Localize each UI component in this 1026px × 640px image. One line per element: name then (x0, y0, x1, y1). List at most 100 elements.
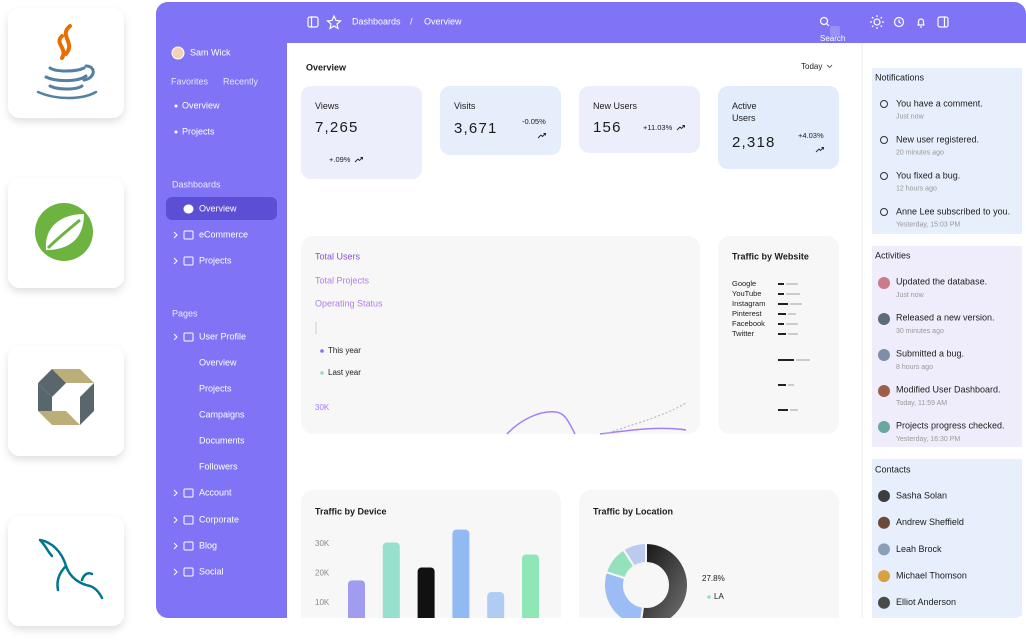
bar (348, 580, 365, 618)
site-bar (778, 359, 794, 361)
legend-dot (320, 371, 324, 375)
notif-time: 12 hours ago (896, 185, 937, 192)
nav-item[interactable]: Overview (199, 357, 237, 367)
contact-name[interactable]: Leah Brock (896, 544, 942, 554)
activity-time: 8 hours ago (896, 364, 933, 371)
notif-time: Yesterday, 15:03 PM (896, 221, 960, 228)
range-select[interactable]: Today (801, 62, 822, 71)
site-bar-rest (786, 323, 798, 325)
site-bar (778, 384, 786, 386)
nav-icon (183, 541, 194, 551)
chevron (173, 333, 178, 341)
donut-slice (639, 541, 689, 618)
y-tick-label: 10K (315, 598, 330, 607)
activity-text: Submitted a bug. (896, 348, 964, 358)
legend-dot (320, 349, 324, 353)
breadcrumb[interactable]: Dashboards (352, 16, 401, 26)
tab[interactable]: Recently (223, 76, 259, 86)
legend-entry: This year (328, 346, 361, 355)
chart-tab[interactable]: Total Users (315, 251, 361, 261)
site-bar-rest (790, 303, 802, 305)
notifications-panel (872, 68, 1022, 234)
bar (382, 542, 400, 618)
card-change: -0.05% (522, 117, 546, 126)
dashboard: Dashboards / Overview Search Sam Wick Favorit… (156, 2, 1026, 618)
site-name: Pinterest (732, 309, 763, 318)
location-panel (579, 490, 839, 618)
legend-entry: Last year (328, 368, 361, 377)
chart-tab[interactable]: Total Projects (315, 275, 370, 285)
bullet (174, 104, 178, 108)
users-chart-panel (301, 236, 700, 434)
card-value: 3,671 (454, 120, 498, 137)
spring-logo (35, 203, 93, 261)
breadcrumb: Overview (424, 16, 462, 26)
avatar (878, 385, 890, 397)
site-bar (778, 293, 784, 295)
donut-slice (622, 541, 647, 568)
stat-card[interactable] (579, 86, 700, 153)
card-label-box: Views (315, 101, 339, 111)
card-change: +.09% (329, 155, 351, 164)
tile (8, 8, 124, 118)
avatar (878, 596, 890, 609)
site-bar-rest (788, 313, 796, 315)
search[interactable]: Search (820, 34, 845, 43)
logo-tiles (8, 8, 124, 626)
nav-item[interactable]: eCommerce (199, 229, 248, 239)
topbar (156, 2, 1026, 43)
nav-item[interactable]: Campaigns (199, 409, 245, 419)
avatar (878, 313, 890, 325)
contact-name[interactable]: Elliot Anderson (896, 597, 956, 607)
nav-item[interactable]: Documents (199, 435, 245, 445)
card-change: +4.03% (798, 131, 824, 140)
site-bar-rest (788, 333, 798, 335)
stat-card[interactable] (440, 86, 561, 155)
nav-icon (183, 332, 194, 342)
tab[interactable]: Favorites (171, 76, 209, 86)
activity-time: Just now (896, 292, 925, 299)
contact-name[interactable]: Andrew Sheffield (896, 517, 964, 527)
bar (522, 554, 539, 618)
nav-item[interactable]: Account (199, 487, 232, 497)
nav-icon (183, 567, 194, 577)
stat-card[interactable] (301, 86, 422, 179)
nav-item[interactable]: Projects (199, 383, 232, 393)
panel-title: Traffic by Location (593, 506, 673, 516)
stat-card[interactable] (718, 86, 839, 169)
breadcrumb-separator: / (410, 16, 413, 26)
nav-item[interactable]: Overview (199, 203, 237, 213)
contact-name[interactable]: Michael Thomson (896, 570, 967, 580)
activity-time: Today, 11:59 AM (896, 400, 947, 407)
nav-item[interactable]: Projects (182, 126, 215, 136)
site-bar (778, 409, 788, 411)
site-name: Instagram (732, 299, 765, 308)
user-name: Sam Wick (190, 47, 231, 57)
nav-item[interactable]: Projects (199, 255, 232, 265)
contact-name[interactable]: Sasha Solan (896, 490, 947, 500)
avatar (878, 516, 890, 529)
bar (452, 529, 470, 618)
site-bar-rest (796, 359, 810, 361)
chart-tab[interactable]: Operating Status (315, 298, 383, 308)
shortcut-key (830, 26, 840, 36)
chevron (173, 257, 178, 265)
panel-title: Activities (875, 250, 911, 260)
y-tick-label: 30K (315, 539, 330, 548)
site-bar (778, 283, 784, 285)
avatar (878, 277, 890, 289)
nav-item[interactable]: Overview (182, 100, 220, 110)
nav-item[interactable]: User Profile (199, 331, 246, 341)
nav-item[interactable]: Followers (199, 461, 238, 471)
contacts-panel (872, 459, 1022, 618)
sidebar (156, 2, 287, 618)
chevron (826, 64, 833, 69)
card-label: New Users (593, 101, 638, 111)
trend-icon (815, 147, 824, 153)
nav-item[interactable]: Blog (199, 540, 217, 550)
nav-item[interactable]: Social (199, 566, 224, 576)
avatar (878, 349, 890, 361)
nav-item[interactable]: Corporate (199, 514, 239, 524)
chevron (173, 516, 178, 524)
avatar (878, 490, 890, 502)
